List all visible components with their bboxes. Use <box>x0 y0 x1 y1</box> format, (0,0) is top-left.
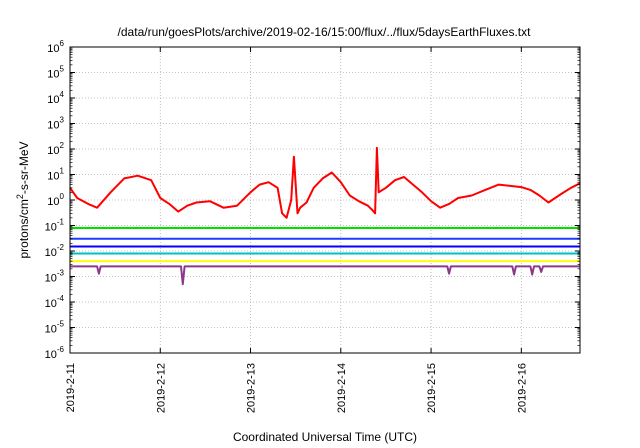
y-tick-exponent: 0 <box>60 192 65 201</box>
y-tick-label: 105 <box>47 65 64 81</box>
y-tick-base: 10 <box>47 94 59 106</box>
y-tick-label: 10-2 <box>45 243 65 259</box>
series-line-7 <box>69 146 581 219</box>
y-axis-ticks: 10610510410310210110010-110-210-310-410-… <box>45 39 580 361</box>
y-tick-exponent: -1 <box>57 218 65 227</box>
y-tick-base: 10 <box>47 196 59 208</box>
chart-title: /data/run/goesPlots/archive/2019-02-16/1… <box>118 25 532 39</box>
y-label-suffix: -s-sr-MeV <box>17 141 31 194</box>
y-tick-exponent: 4 <box>60 90 65 99</box>
y-tick-exponent: -6 <box>57 345 65 354</box>
y-tick-exponent: 6 <box>60 39 65 48</box>
y-tick-label: 10-6 <box>45 345 65 361</box>
y-tick-exponent: -3 <box>57 269 65 278</box>
y-tick-label: 101 <box>47 167 64 183</box>
data-series <box>69 146 581 286</box>
grid-lines <box>70 47 580 353</box>
x-tick-label: 2019-2-12 <box>155 363 167 413</box>
y-tick-label: 10-1 <box>45 218 65 234</box>
y-tick-label: 104 <box>47 90 64 106</box>
x-tick-label: 2019-2-11 <box>65 363 77 412</box>
y-tick-base: 10 <box>47 120 59 132</box>
y-tick-label: 10-5 <box>45 320 65 336</box>
x-tick-label: 2019-2-15 <box>426 363 438 413</box>
x-axis-label: Coordinated Universal Time (UTC) <box>233 430 417 444</box>
x-axis-ticks: 2019-2-11 2019-2-12 2019-2-13 2019-2-14 2019… <box>65 47 528 413</box>
y-tick-exponent: 5 <box>60 65 65 74</box>
y-tick-base: 10 <box>45 273 57 285</box>
y-axis-label: protons/cm2-s-sr-MeV <box>15 141 31 258</box>
x-tick-label: 2019-2-16 <box>516 363 528 413</box>
y-tick-base: 10 <box>47 171 59 183</box>
y-tick-exponent: -4 <box>57 294 65 303</box>
y-tick-exponent: 2 <box>60 141 65 150</box>
y-tick-base: 10 <box>45 247 57 259</box>
y-tick-label: 103 <box>47 116 64 132</box>
y-tick-exponent: -5 <box>57 320 65 329</box>
y-tick-exponent: 3 <box>60 116 65 125</box>
y-tick-exponent: 1 <box>60 167 65 176</box>
y-tick-base: 10 <box>45 349 57 361</box>
y-label-superscript: 2 <box>15 194 25 199</box>
y-tick-base: 10 <box>47 43 59 55</box>
y-label-main: protons/cm <box>17 199 31 258</box>
y-tick-label: 10-4 <box>45 294 65 310</box>
y-tick-base: 10 <box>47 145 59 157</box>
y-tick-base: 10 <box>45 324 57 336</box>
y-tick-label: 106 <box>47 39 64 55</box>
series-line-2 <box>70 265 580 286</box>
y-tick-label: 102 <box>47 141 64 157</box>
y-tick-base: 10 <box>47 69 59 81</box>
y-tick-base: 10 <box>45 298 57 310</box>
y-tick-base: 10 <box>45 222 57 234</box>
y-tick-exponent: -2 <box>57 243 65 252</box>
y-tick-label: 100 <box>47 192 64 208</box>
x-tick-label: 2019-2-13 <box>246 363 258 413</box>
y-tick-label: 10-3 <box>45 269 65 285</box>
x-tick-label: 2019-2-14 <box>336 363 348 413</box>
